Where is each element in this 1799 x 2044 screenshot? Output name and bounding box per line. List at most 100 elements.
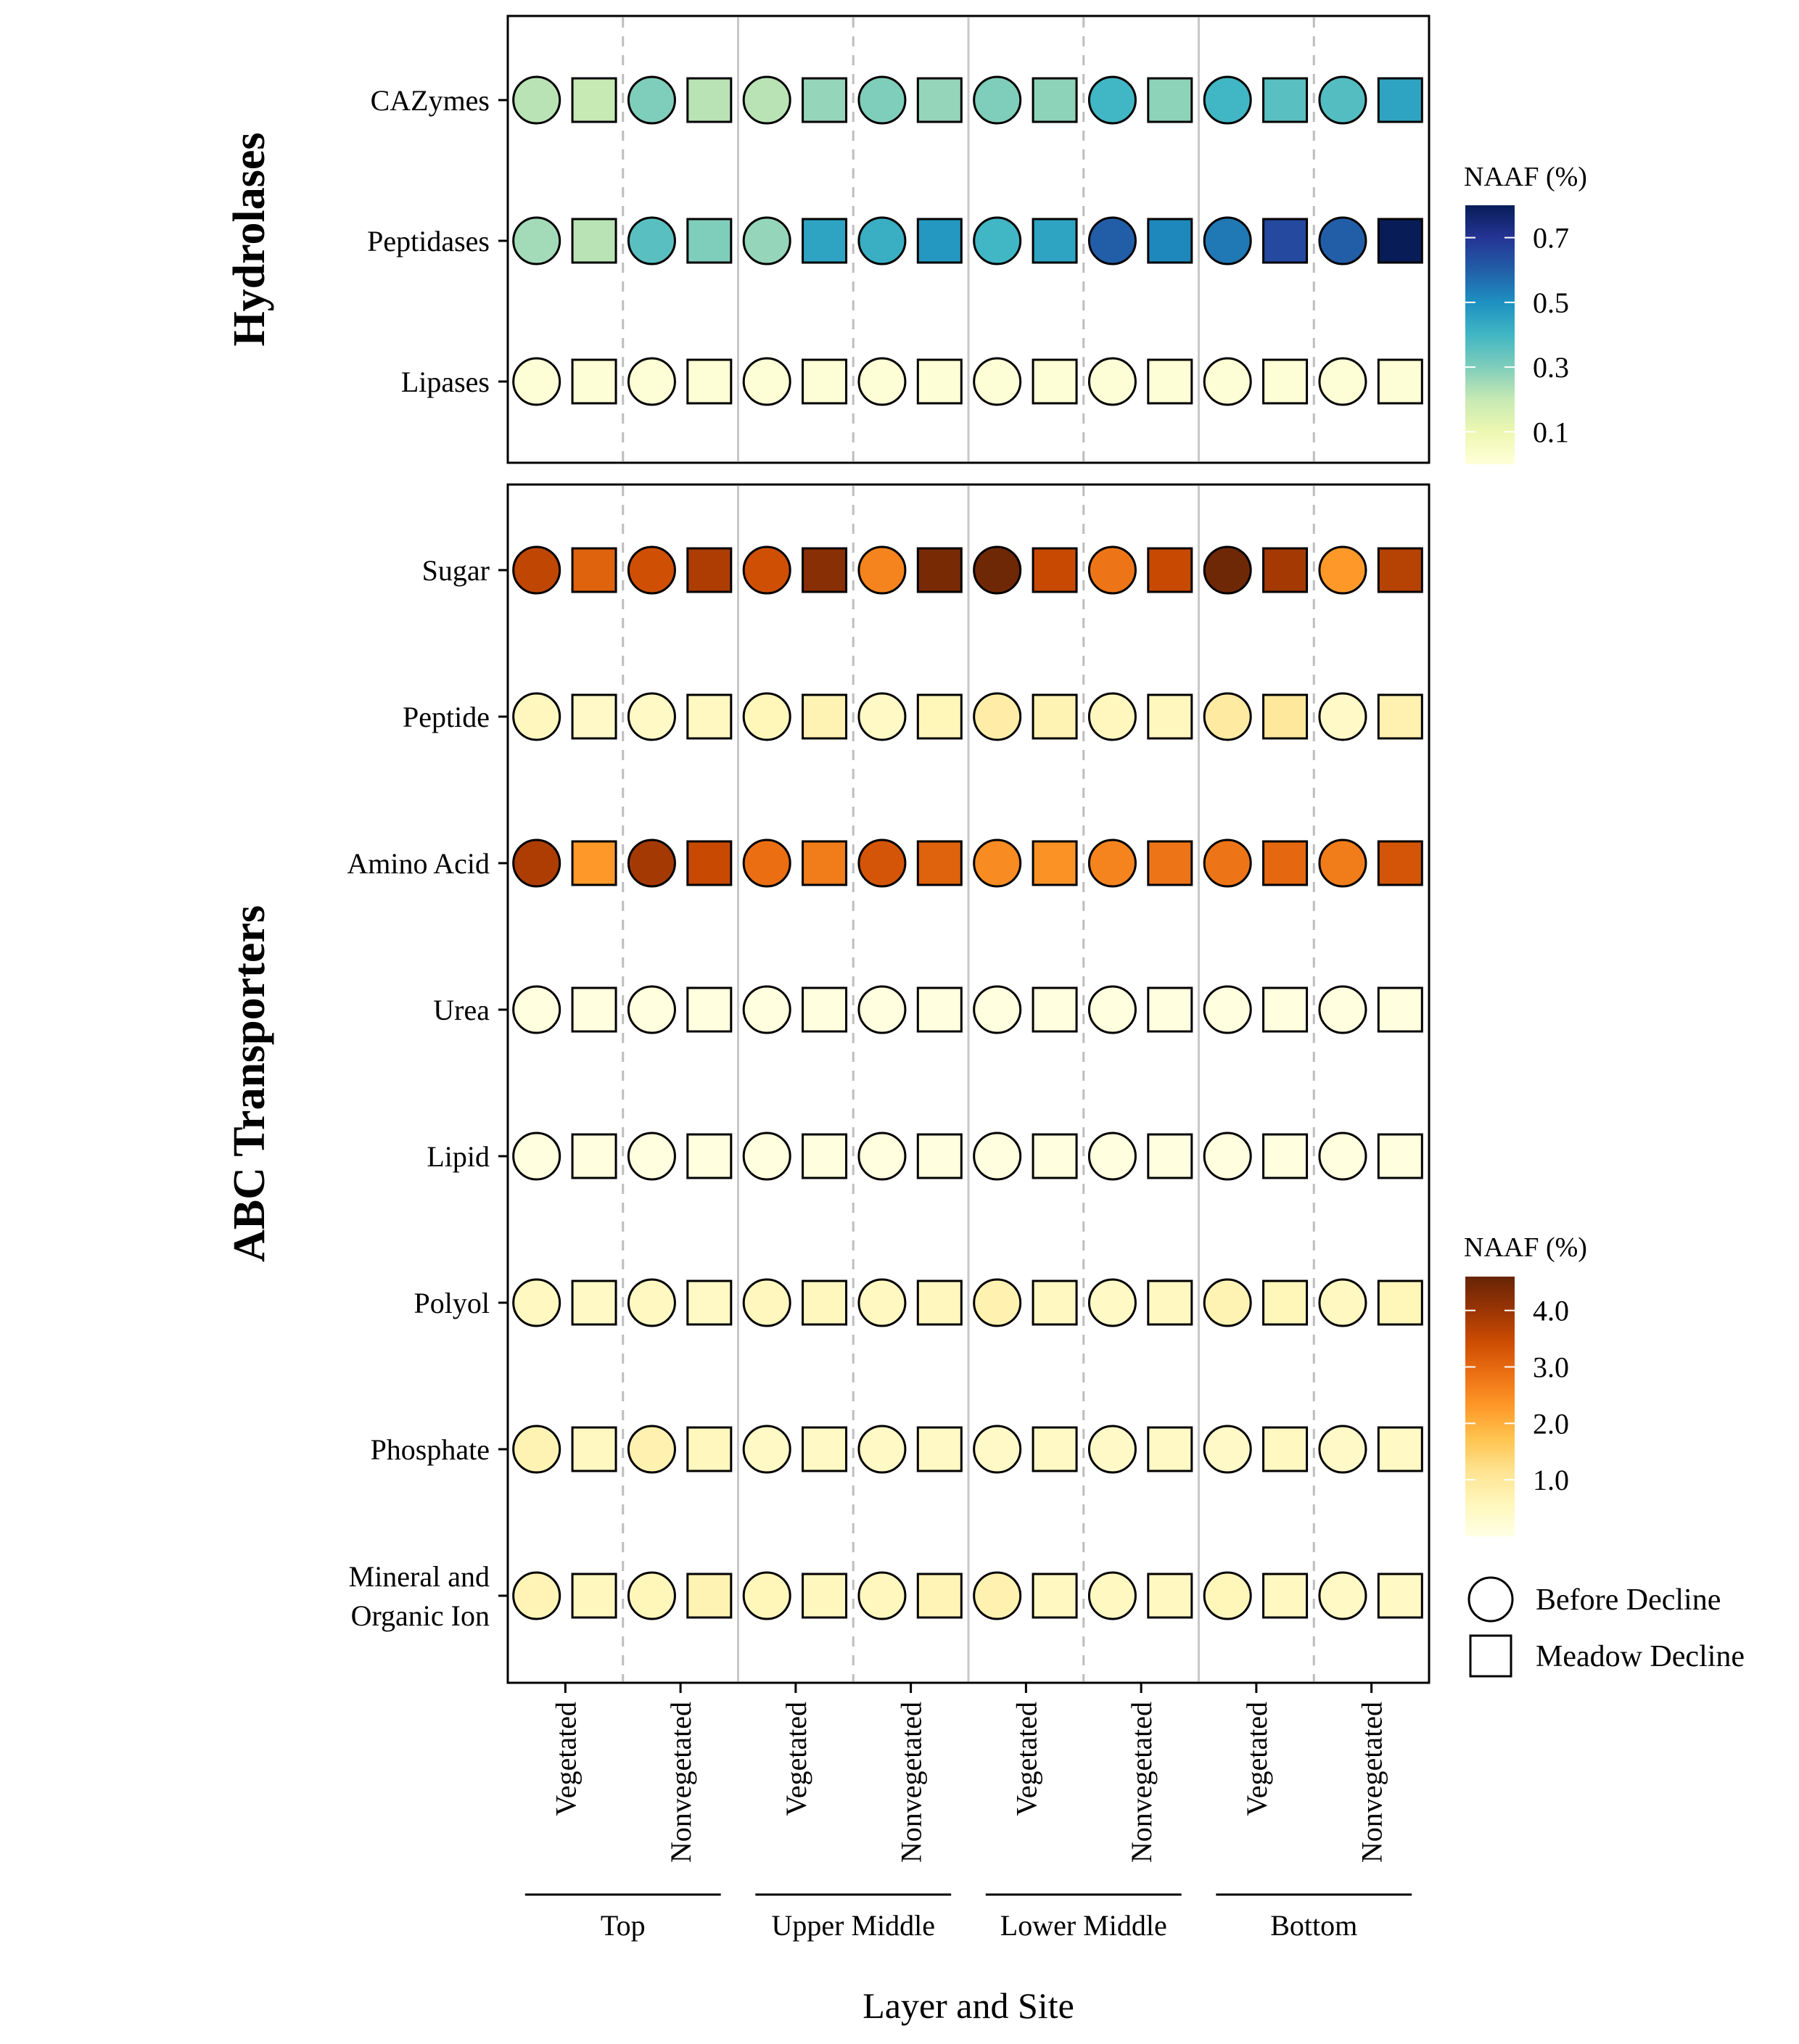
mark-sugar-square <box>1032 547 1078 593</box>
mark-urea-circle <box>512 985 561 1034</box>
legend-hydrolases-ticks: 0.1 0.3 0.5 0.7 <box>1465 222 1569 448</box>
mark-polyol-square <box>1262 1279 1309 1326</box>
mark-lipid-square <box>1032 1133 1078 1179</box>
mark-lipases-circle <box>1318 357 1367 406</box>
mark-polyol-circle <box>627 1278 676 1327</box>
mark-lipid-circle <box>627 1132 676 1181</box>
legend-circle-key <box>1467 1576 1514 1623</box>
mark-peptide-square <box>802 693 848 740</box>
mark-peptidases-circle <box>1087 216 1137 265</box>
mark-urea-circle <box>627 985 676 1034</box>
mark-peptidases-square <box>802 218 848 264</box>
mark-peptidases-square <box>686 218 733 264</box>
legend-tick-label: 0.5 <box>1533 287 1569 319</box>
y-tick-label-peptidases: Peptidases <box>367 225 490 257</box>
mark-peptide-circle <box>1318 692 1367 741</box>
mark-mineral-and-organic-ion-square <box>1262 1573 1309 1619</box>
legend-tick-label: 2.0 <box>1533 1407 1569 1440</box>
mark-cazymes-square <box>916 77 963 123</box>
y-tick-label-lipid: Lipid <box>427 1140 490 1173</box>
legend-shapes: Before Decline Meadow Decline <box>1467 1576 1745 1678</box>
mark-peptide-circle <box>512 692 561 741</box>
mark-mineral-and-organic-ion-circle <box>742 1571 791 1620</box>
mark-lipid-square <box>802 1133 848 1179</box>
mark-lipases-square <box>1147 358 1193 405</box>
mark-peptidases-square <box>916 218 963 264</box>
mark-peptidases-circle <box>1318 216 1367 265</box>
x-axis-title: Layer and Site <box>863 1985 1074 2026</box>
mark-cazymes-circle <box>1203 75 1252 125</box>
y-tick-label-sugar: Sugar <box>422 554 490 587</box>
mark-peptide-square <box>1147 693 1193 740</box>
mark-cazymes-circle <box>627 75 676 125</box>
mark-polyol-circle <box>512 1278 561 1327</box>
x-axis: Vegetated Nonvegetated Top Vegetated Nonvege… <box>508 1681 1429 1942</box>
mark-polyol-square <box>1032 1279 1078 1326</box>
mark-mineral-and-organic-ion-square <box>1032 1573 1078 1619</box>
mark-polyol-circle <box>1318 1278 1367 1327</box>
mark-lipases-square <box>1377 358 1423 405</box>
x-tick-label-nonvegetated: Nonvegetated <box>1356 1702 1388 1863</box>
mark-lipases-square <box>916 358 963 405</box>
legend-abc-colorbar <box>1465 1277 1515 1536</box>
mark-urea-square <box>686 986 733 1033</box>
y-tick-label-lipases: Lipases <box>401 366 490 398</box>
mark-cazymes-circle <box>1318 75 1367 125</box>
mark-mineral-and-organic-ion-circle <box>857 1571 907 1620</box>
mark-urea-circle <box>742 985 791 1034</box>
mark-sugar-square <box>1147 547 1193 593</box>
facet-label-abc-transporters: ABC Transporters <box>225 905 274 1262</box>
panel-hydrolases: CAZymes Peptidases Lipases Hydrolases <box>225 15 1430 464</box>
mark-phosphate-circle <box>512 1425 561 1474</box>
panel-hydrolases-marks <box>512 75 1423 406</box>
mark-urea-circle <box>1087 985 1137 1034</box>
mark-lipid-circle <box>1318 1132 1367 1181</box>
mark-sugar-circle <box>1087 545 1137 595</box>
mark-amino-acid-circle <box>857 838 907 888</box>
mark-lipid-square <box>916 1133 963 1179</box>
mark-phosphate-circle <box>857 1425 907 1474</box>
x-tick-label-nonvegetated: Nonvegetated <box>1125 1702 1158 1863</box>
mark-polyol-circle <box>742 1278 791 1327</box>
mark-peptidases-square <box>1147 218 1193 264</box>
mark-amino-acid-square <box>1377 840 1423 886</box>
mark-sugar-circle <box>857 545 907 595</box>
mark-mineral-and-organic-ion-square <box>1147 1573 1193 1619</box>
mark-cazymes-circle <box>1087 75 1137 125</box>
mark-lipid-circle <box>1203 1132 1252 1181</box>
mark-lipases-circle <box>857 357 907 406</box>
mark-peptide-square <box>1377 693 1423 740</box>
mark-lipid-square <box>1377 1133 1423 1179</box>
mark-phosphate-circle <box>1087 1425 1137 1474</box>
mark-lipases-circle <box>1087 357 1137 406</box>
panel-abc-transporters: Sugar Peptide Amino Acid Urea Lipid Polyol Pho… <box>225 483 1430 1684</box>
mark-lipases-square <box>802 358 848 405</box>
mark-peptide-square <box>686 693 733 740</box>
mark-lipases-square <box>571 358 617 405</box>
x-tick-label-nonvegetated: Nonvegetated <box>664 1702 697 1863</box>
legend-hydrolases-colorbar <box>1465 205 1515 464</box>
mark-amino-acid-square <box>686 840 733 886</box>
mark-peptide-circle <box>627 692 676 741</box>
y-tick-label-mineral-and-organic-ion: Mineral and Organic Ion <box>349 1560 490 1632</box>
mark-peptide-square <box>1262 693 1309 740</box>
mark-phosphate-square <box>916 1426 963 1472</box>
y-tick-label-cazymes: CAZymes <box>371 84 490 117</box>
mark-mineral-and-organic-ion-circle <box>1318 1571 1367 1620</box>
mark-cazymes-square <box>571 77 617 123</box>
mark-phosphate-square <box>802 1426 848 1472</box>
mark-lipid-circle <box>742 1132 791 1181</box>
y-tick-label-polyol: Polyol <box>414 1287 490 1319</box>
mark-phosphate-circle <box>1318 1425 1367 1474</box>
mark-lipid-circle <box>512 1132 561 1181</box>
mark-phosphate-square <box>1147 1426 1193 1472</box>
mark-amino-acid-circle <box>627 838 676 888</box>
mark-peptide-circle <box>973 692 1022 741</box>
mark-polyol-circle <box>857 1278 907 1327</box>
panel-hydrolases-grid <box>622 17 1315 461</box>
legend-abc-title: NAAF (%) <box>1464 1232 1587 1263</box>
layer-label-lower-middle: Lower Middle <box>1000 1909 1167 1942</box>
mark-amino-acid-circle <box>1087 838 1137 888</box>
mark-mineral-and-organic-ion-circle <box>1087 1571 1137 1620</box>
mark-cazymes-circle <box>973 75 1022 125</box>
